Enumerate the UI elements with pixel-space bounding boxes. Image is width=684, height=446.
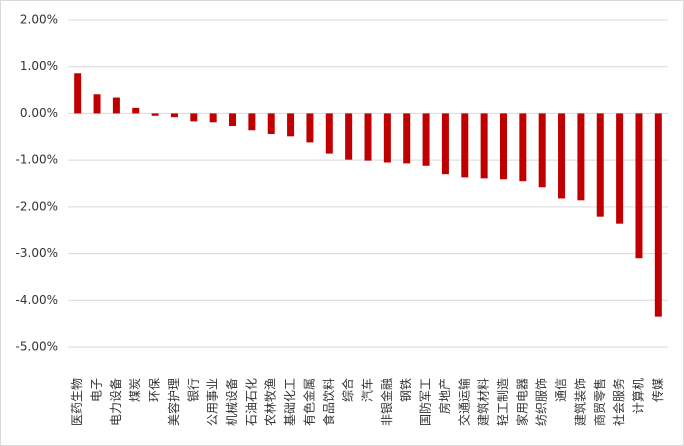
x-tick-label: 综合: [340, 378, 355, 402]
bar: [151, 113, 159, 116]
bar: [616, 113, 624, 224]
x-tick-label: 美容护理: [166, 378, 181, 426]
bar: [287, 113, 295, 137]
bar: [229, 113, 237, 127]
y-tick-label: 0.00%: [20, 106, 58, 120]
x-tick-label: 家用电器: [514, 378, 529, 426]
bar: [403, 113, 411, 164]
bar: [441, 113, 449, 175]
x-tick-label: 社会服务: [611, 378, 626, 426]
x-tick-label: 房地产: [437, 378, 452, 414]
x-tick-label: 传媒: [650, 378, 665, 402]
bar: [170, 113, 178, 118]
bar: [558, 113, 566, 199]
y-tick-label: 1.00%: [20, 59, 58, 73]
x-tick-label: 银行: [186, 378, 200, 402]
x-tick-label: 非银金融: [379, 378, 394, 426]
x-tick-label: 电子: [90, 378, 104, 402]
bar: [422, 113, 430, 166]
bar: [364, 113, 372, 161]
bar: [499, 113, 507, 180]
y-tick-label: -2.00%: [16, 199, 58, 213]
x-tick-label: 钢铁: [399, 378, 413, 402]
x-tick-label: 国防军工: [418, 378, 433, 426]
y-tick-label: 2.00%: [20, 13, 58, 27]
x-tick-label: 环保: [148, 378, 162, 402]
x-tick-label: 纺织服饰: [535, 378, 549, 426]
y-tick-label: -4.00%: [16, 293, 58, 307]
x-tick-label: 通信: [554, 378, 568, 402]
bar: [461, 113, 469, 178]
y-tick-label: -3.00%: [16, 246, 58, 260]
x-tick-label: 农林牧渔: [264, 378, 278, 426]
y-tick-label: -1.00%: [16, 153, 58, 167]
bar: [190, 113, 198, 122]
x-tick-label: 煤炭: [128, 378, 142, 402]
bar: [132, 107, 140, 114]
bar: [74, 73, 82, 114]
x-tick-label: 石油石化: [244, 378, 258, 426]
bar: [306, 113, 314, 143]
x-tick-label: 商贸零售: [592, 378, 607, 426]
x-tick-label: 建筑装饰: [572, 378, 587, 426]
x-tick-label: 公用事业: [206, 378, 220, 426]
bar: [480, 113, 488, 179]
x-tick-label: 基础化工: [283, 378, 297, 426]
bar: [345, 113, 353, 160]
bar: [93, 94, 101, 114]
bar: [538, 113, 546, 188]
x-tick-label: 电力设备: [109, 378, 123, 426]
bar: [596, 113, 604, 217]
bar: [577, 113, 585, 201]
x-tick-label: 医药生物: [70, 378, 84, 426]
x-tick-label: 计算机: [630, 378, 645, 414]
bar: [112, 97, 120, 114]
bar: [654, 113, 662, 317]
x-tick-label: 机械设备: [224, 378, 239, 426]
bar: [383, 113, 391, 163]
bar: [519, 113, 527, 182]
x-tick-label: 交通运输: [456, 378, 471, 426]
bar: [267, 113, 275, 134]
bar: [325, 113, 333, 154]
x-tick-label: 有色金属: [301, 378, 316, 426]
x-tick-label: 建筑材料: [476, 378, 491, 426]
x-tick-label: 汽车: [360, 378, 375, 402]
y-tick-label: -5.00%: [16, 340, 58, 354]
bar: [209, 113, 217, 123]
x-tick-label: 轻工制造: [496, 378, 510, 426]
bar: [248, 113, 256, 131]
x-tick-label: 食品饮料: [321, 378, 336, 426]
bar: [635, 113, 643, 259]
